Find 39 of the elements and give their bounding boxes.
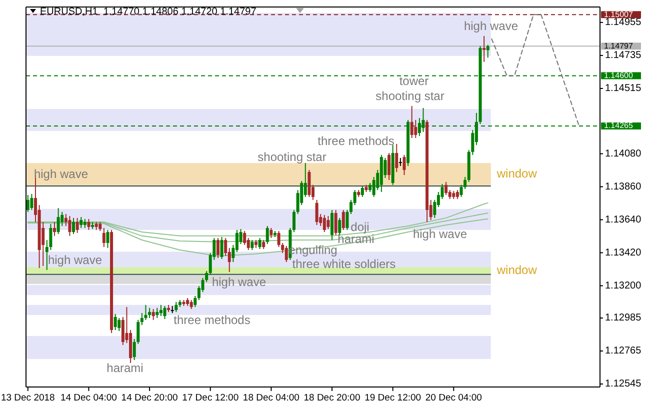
ref-line-label: 1.15007 bbox=[604, 10, 634, 19]
annotation: shooting star bbox=[258, 150, 326, 164]
y-tick-label: 1.12545 bbox=[605, 378, 642, 390]
annotation: high wave bbox=[464, 19, 518, 34]
annotation: harami bbox=[106, 361, 144, 376]
annotation: three methods bbox=[318, 134, 394, 148]
x-tick-label: 18 Dec 20:00 bbox=[304, 392, 360, 404]
ref-line-label: 1.14797 bbox=[604, 41, 634, 50]
annotation: high wave bbox=[212, 275, 266, 290]
x-tick-label: 20 Dec 04:00 bbox=[425, 392, 482, 404]
x-tick-label: 13 Dec 2018 bbox=[0, 392, 55, 404]
annotation: tower bbox=[399, 74, 429, 88]
band-label: window bbox=[496, 262, 538, 277]
y-tick-label: 1.12985 bbox=[605, 312, 642, 324]
x-tick-label: 18 Dec 04:00 bbox=[242, 392, 300, 404]
annotation: shooting star bbox=[376, 89, 444, 104]
y-tick-label: 1.13860 bbox=[605, 181, 642, 192]
chart-title: EURUSD,H1 1.14770 1.14806 1.14720 1.14797 bbox=[40, 6, 257, 18]
y-tick-label: 1.14735 bbox=[605, 50, 642, 62]
x-tick-label: 19 Dec 12:00 bbox=[364, 392, 422, 404]
y-tick-label: 1.14080 bbox=[605, 148, 642, 160]
x-tick-label: 14 Dec 20:00 bbox=[121, 392, 178, 404]
x-tick-label: 14 Dec 04:00 bbox=[60, 392, 117, 404]
annotation: doji bbox=[350, 220, 370, 234]
annotation: three methods bbox=[174, 313, 250, 328]
x-tick-label: 17 Dec 12:00 bbox=[182, 392, 239, 404]
annotation: high wave bbox=[412, 227, 468, 242]
annotation: high wave bbox=[48, 253, 102, 268]
ref-line-label: 1.14265 bbox=[604, 121, 634, 130]
annotation: high wave bbox=[34, 167, 88, 182]
ref-line-label: 1.14600 bbox=[604, 70, 634, 80]
y-tick-label: 1.14955 bbox=[605, 17, 642, 28]
band-label: window bbox=[496, 166, 538, 181]
y-tick-label: 1.13640 bbox=[605, 214, 642, 226]
y-tick-label: 1.14515 bbox=[605, 83, 642, 94]
y-tick-label: 1.12765 bbox=[605, 346, 642, 357]
y-tick-label: 1.13200 bbox=[605, 280, 642, 292]
y-tick-label: 1.13420 bbox=[605, 247, 642, 258]
annotation: three white soldiers bbox=[292, 257, 396, 272]
